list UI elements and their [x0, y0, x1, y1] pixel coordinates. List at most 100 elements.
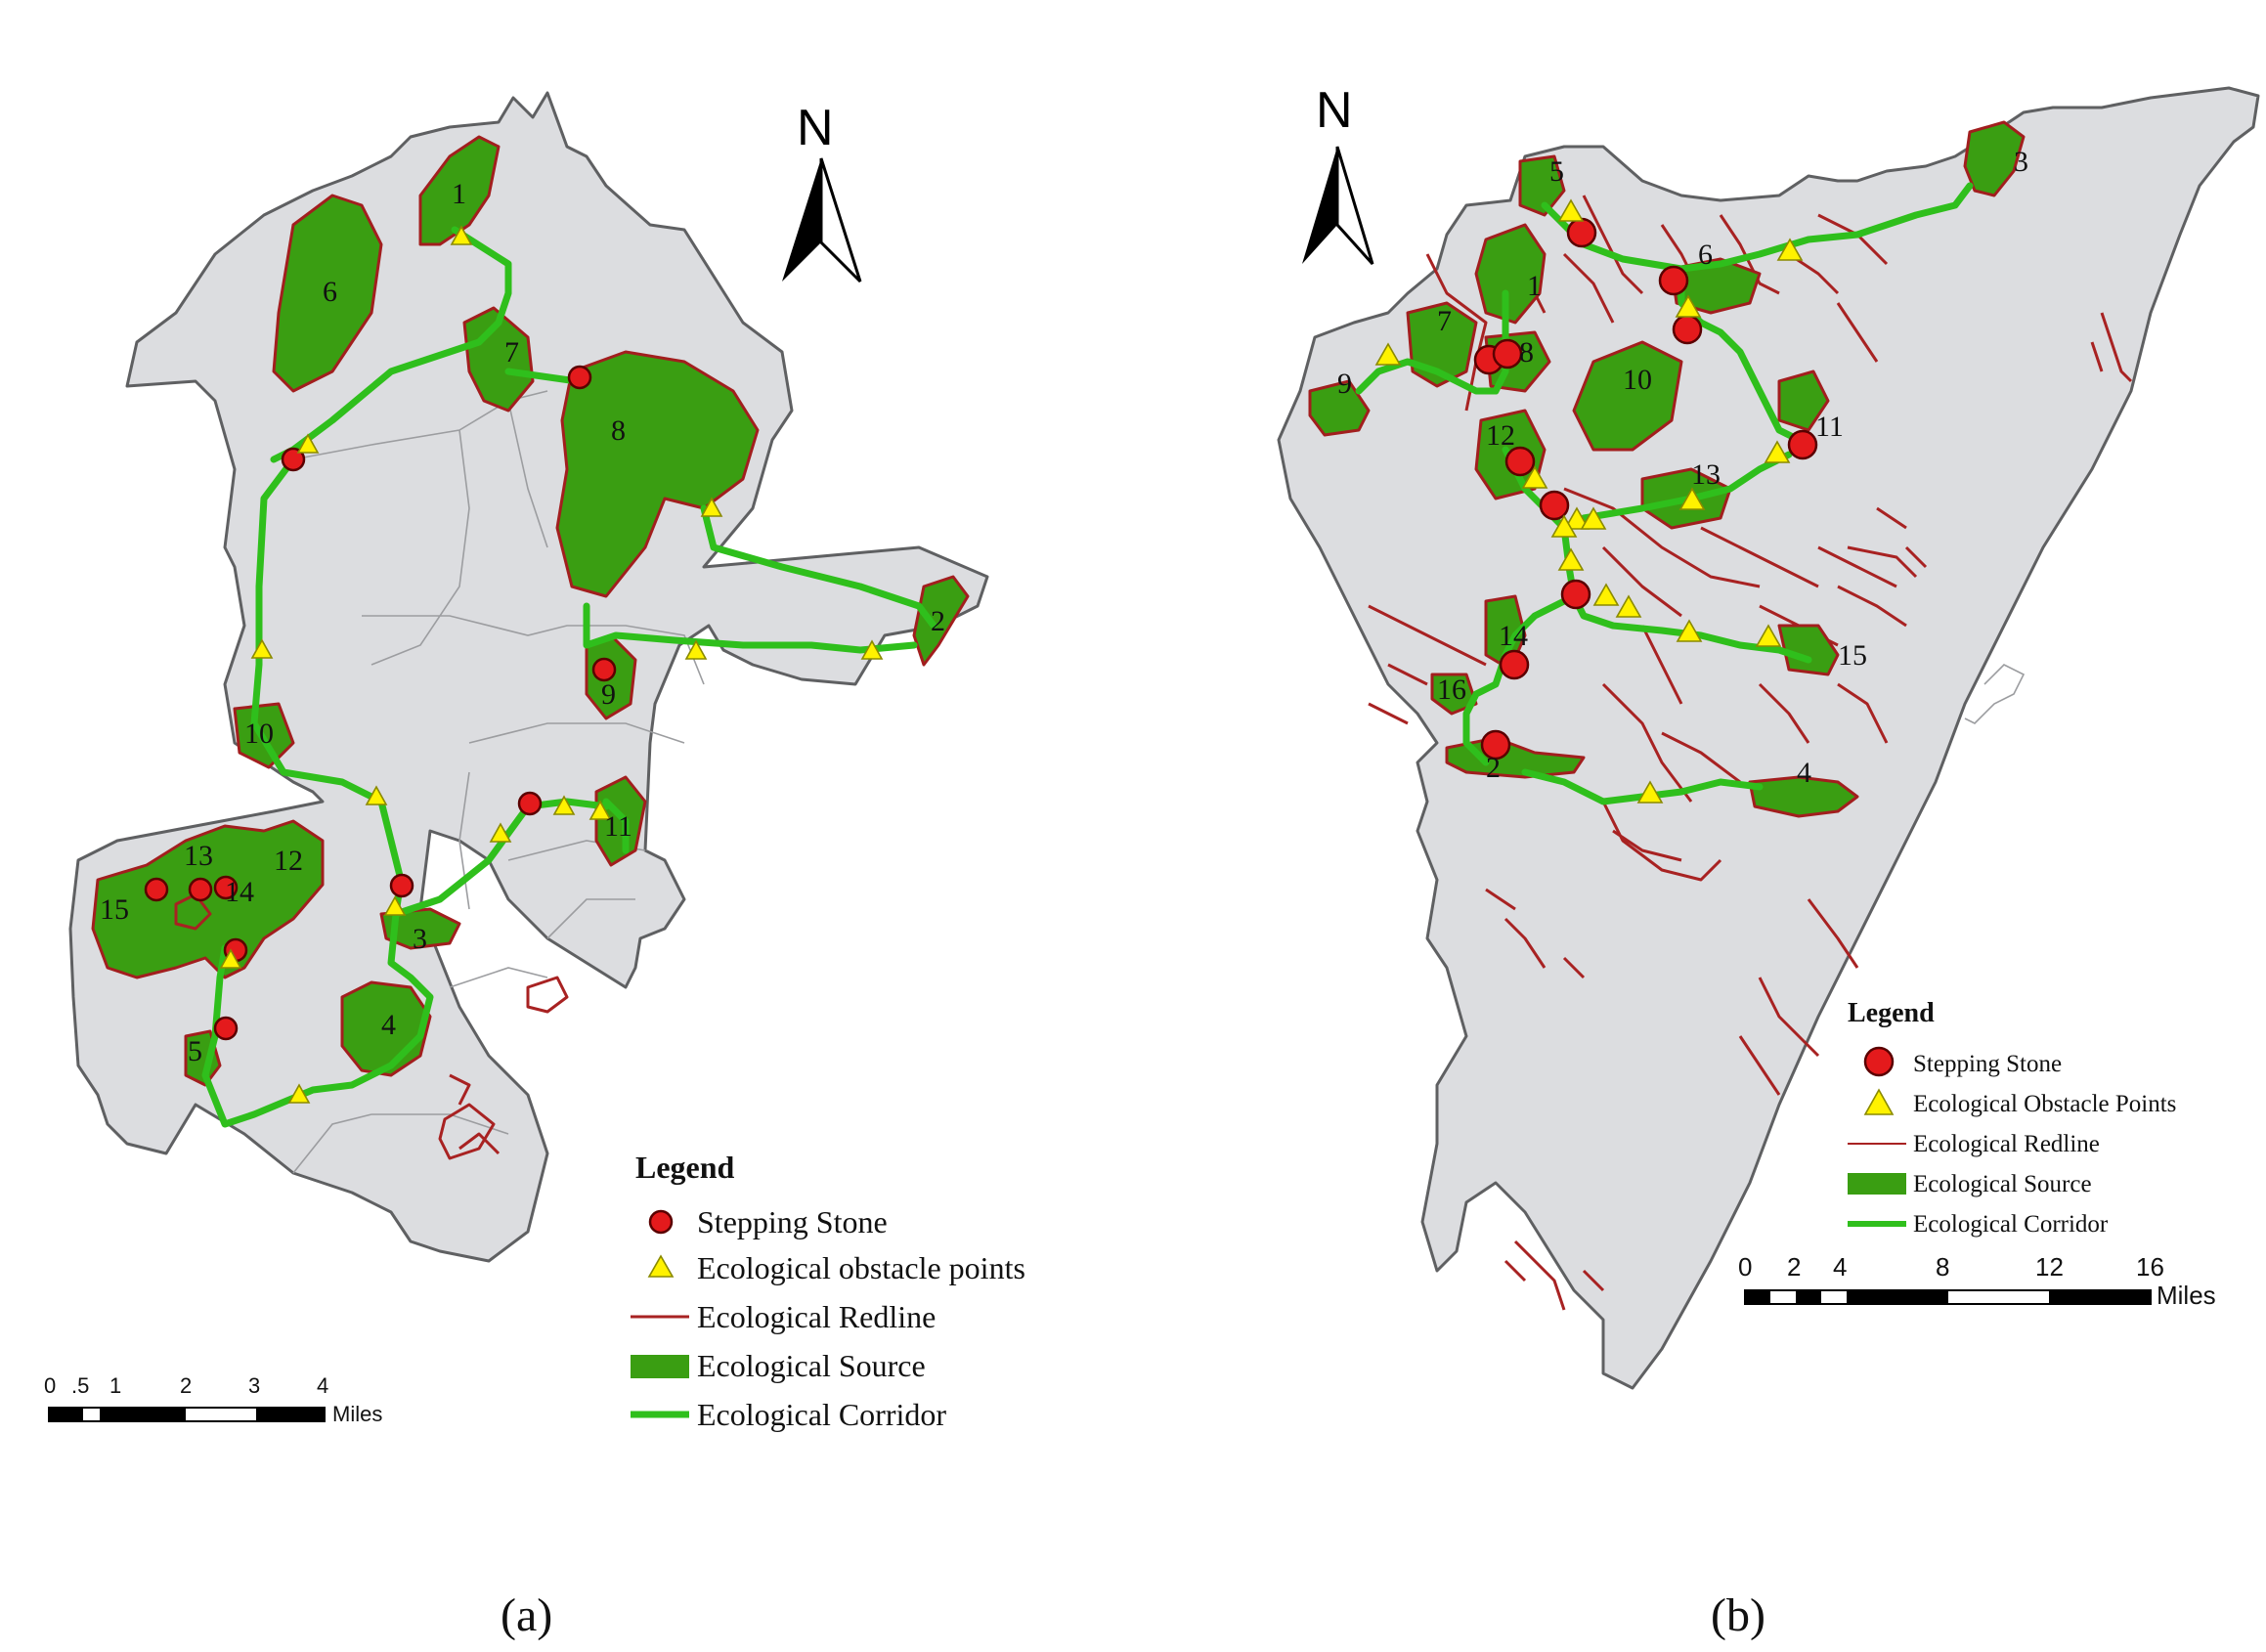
source-label: 9 — [1337, 368, 1352, 400]
obstacle-point — [1755, 624, 1782, 647]
obstacle-point — [700, 497, 723, 517]
obstacle-point — [1776, 238, 1804, 261]
obstacle-point — [1557, 198, 1585, 222]
scale-bar-segment — [1796, 1290, 1821, 1304]
stepping-stone — [1499, 649, 1530, 680]
source-label: 1 — [1527, 270, 1542, 302]
legend-label: Ecological Corridor — [1913, 1211, 2109, 1238]
source-label: 5 — [1549, 155, 1564, 188]
source-label: 6 — [1698, 239, 1713, 271]
source-a-8 — [555, 350, 760, 598]
panel-b-caption: (b) — [1711, 1589, 1765, 1641]
source-b-6 — [1670, 257, 1762, 315]
source-label: 5 — [188, 1035, 202, 1067]
obstacle-point — [450, 225, 473, 245]
legend-title: Legend — [1848, 998, 1935, 1028]
obstacle-point — [684, 639, 708, 660]
legend-label: Stepping Stone — [1913, 1051, 2062, 1077]
source-label: 13 — [1691, 458, 1721, 491]
source-label: 3 — [2014, 146, 2028, 178]
scale-bar-segment — [117, 1408, 186, 1421]
panel-b-north-arrow: N — [1302, 82, 1374, 266]
scale-bar-segment — [256, 1408, 325, 1421]
stepping-stone — [1480, 729, 1511, 761]
scale-tick: 2 — [1787, 1252, 1801, 1282]
source-a-11 — [594, 775, 647, 867]
source-b-16 — [1430, 673, 1478, 716]
panel-b-legend: Legend Stepping Stone Ecological Obstacl… — [1848, 998, 2176, 1238]
scale-tick: 1 — [109, 1373, 121, 1398]
panel-a-north-arrow: N — [782, 100, 862, 283]
panel-a-obstacles — [219, 225, 884, 1104]
north-letter: N — [797, 100, 834, 156]
scale-unit: Miles — [2157, 1281, 2216, 1310]
scale-tick: 0 — [1738, 1252, 1752, 1282]
scale-tick: 16 — [2136, 1252, 2164, 1282]
source-label: 10 — [1623, 364, 1652, 396]
stepping-stone — [1539, 490, 1570, 521]
panel-b-stepping-stones — [1473, 217, 1818, 761]
scale-tick: 4 — [317, 1373, 328, 1398]
source-label: 8 — [1519, 336, 1534, 369]
scale-bar-segment — [100, 1408, 117, 1421]
source-b-10 — [1572, 340, 1683, 452]
panel-a-scale-bar: 0 .5 1 2 3 4 Miles — [44, 1373, 382, 1426]
panel-b-corridors — [1355, 182, 1974, 805]
stepping-stone — [1658, 265, 1689, 296]
source-b-15 — [1777, 624, 1840, 676]
source-label: 11 — [604, 810, 632, 843]
obstacle-point — [860, 639, 884, 660]
obstacle-point — [1764, 440, 1791, 463]
legend-label: Ecological Corridor — [697, 1397, 946, 1432]
source-label: 14 — [225, 876, 254, 908]
obstacle-point — [1580, 506, 1607, 530]
obstacle-point — [1615, 594, 1642, 618]
stepping-stone — [517, 791, 543, 816]
source-label: 8 — [611, 414, 626, 447]
panel-b-source-labels: 1 2 3 4 5 6 7 8 9 10 11 12 13 14 15 16 — [1337, 146, 2028, 789]
obstacle-point — [552, 795, 576, 815]
source-a-1 — [418, 135, 501, 246]
scale-bar-segment — [2049, 1290, 2151, 1304]
scale-bar-segment — [1847, 1290, 1948, 1304]
panel-a-source-labels: 1 2 3 4 5 6 7 8 9 10 11 12 13 14 15 — [100, 178, 945, 1067]
panel-b-map: 1 2 3 4 5 6 7 8 9 10 11 12 13 14 15 16 N… — [1277, 82, 2260, 1390]
legend-stone-symbol — [648, 1209, 674, 1235]
obstacle-point — [296, 433, 320, 454]
stepping-stone — [281, 447, 306, 472]
source-b-1 — [1474, 223, 1547, 325]
source-label: 4 — [1797, 757, 1811, 789]
stepping-stone — [213, 1016, 239, 1041]
legend-obstacle-symbol — [647, 1254, 675, 1278]
obstacle-point — [1521, 465, 1548, 489]
panel-b-redlines — [1368, 195, 2133, 1311]
panel-a-redlines — [174, 892, 569, 1160]
legend-title: Legend — [635, 1150, 735, 1185]
panel-b-sources — [1308, 120, 2026, 818]
north-arrow-left-half — [1302, 147, 1337, 264]
panel-b-study-area — [1277, 86, 2260, 1390]
source-b-5 — [1518, 154, 1566, 217]
source-label: 15 — [100, 893, 129, 926]
scale-unit: Miles — [332, 1402, 382, 1426]
obstacle-point — [1678, 487, 1706, 510]
source-label: 16 — [1437, 674, 1466, 706]
source-label: 1 — [452, 178, 466, 210]
scale-tick: 2 — [180, 1373, 192, 1398]
obstacle-point — [1636, 780, 1664, 804]
stepping-stone — [144, 877, 169, 902]
legend-label: Ecological Redline — [1913, 1131, 2100, 1157]
panel-b-obstacles — [1374, 198, 1804, 804]
legend-obstacle-symbol — [1863, 1088, 1895, 1115]
north-arrow-right-half — [1335, 146, 1374, 266]
source-b-9 — [1308, 379, 1371, 437]
stepping-stone — [213, 875, 239, 900]
obstacle-point — [219, 948, 242, 969]
north-letter: N — [1316, 82, 1353, 139]
source-label: 13 — [184, 840, 213, 872]
stepping-stone — [1566, 217, 1597, 248]
obstacle-point — [287, 1083, 311, 1104]
source-label: 2 — [931, 605, 945, 637]
